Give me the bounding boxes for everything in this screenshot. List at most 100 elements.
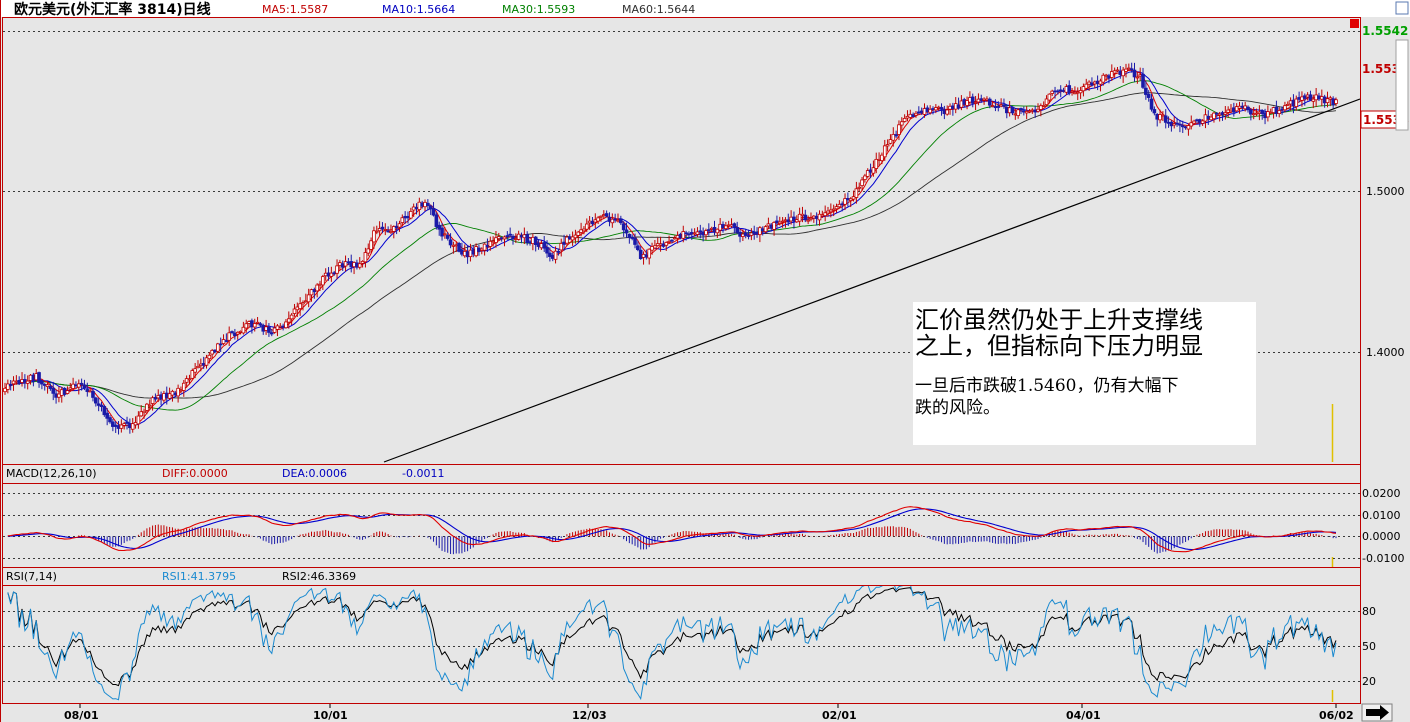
candle-body: [99, 404, 104, 407]
candle-body: [179, 389, 183, 392]
ma10-readout: MA10:1.5664: [382, 3, 455, 16]
candle-up: [1234, 103, 1239, 112]
candle-body: [372, 230, 376, 243]
candle-body: [315, 284, 319, 292]
candle-up: [315, 283, 319, 298]
candle-up: [1186, 123, 1191, 136]
candle-up: [1121, 67, 1125, 83]
candle-body: [880, 154, 884, 162]
candle-body: [164, 392, 169, 398]
candle-body: [508, 233, 512, 236]
close-icon[interactable]: [1395, 1, 1409, 15]
candle-body: [1240, 105, 1245, 108]
candle-up: [902, 114, 907, 123]
candle-body: [874, 158, 879, 169]
candle-up: [848, 197, 853, 208]
candle-body: [136, 415, 141, 425]
candle-body: [360, 260, 365, 264]
candle-body: [301, 302, 305, 305]
candle-down: [511, 234, 515, 245]
candle-body: [1039, 105, 1043, 110]
candle-body: [653, 245, 657, 249]
candle-body: [1053, 90, 1057, 93]
candle-body: [1075, 91, 1080, 94]
candle-up: [559, 238, 564, 257]
candle-body: [79, 382, 84, 385]
candle-body: [1019, 108, 1023, 111]
candle-body: [326, 272, 331, 277]
candle-body: [281, 325, 285, 328]
candle-body: [128, 423, 132, 429]
candle-body: [1308, 94, 1313, 101]
candle-down: [48, 383, 53, 391]
candle-body: [1266, 111, 1270, 118]
candle-body: [780, 220, 785, 223]
y-tick-1-4000: 1.4000: [1366, 346, 1405, 359]
candle-body: [868, 169, 873, 173]
candle-body: [854, 188, 859, 198]
candle-body: [968, 97, 972, 103]
candle-body: [979, 98, 984, 101]
candle-down: [746, 229, 751, 240]
candle-body: [786, 219, 791, 223]
candle-body: [1104, 74, 1108, 77]
candle-body: [548, 252, 552, 257]
candle-body: [224, 340, 229, 342]
candle-body: [448, 239, 453, 246]
candle-body: [885, 144, 890, 147]
candle-body: [1141, 73, 1145, 88]
candle-body: [644, 254, 649, 258]
candle-body: [922, 108, 927, 115]
candle-body: [227, 332, 231, 341]
rsi2-readout: RSI2:46.3369: [282, 570, 356, 583]
candle-up: [777, 216, 782, 226]
candle-body: [460, 249, 464, 255]
candle-body: [250, 320, 254, 328]
candle-body: [769, 224, 774, 229]
candle-up: [885, 139, 890, 152]
candle-body: [863, 175, 867, 180]
candle-body: [417, 201, 422, 210]
candle-body: [352, 262, 356, 268]
candle-up: [255, 317, 260, 325]
candle-up: [298, 297, 302, 316]
candle-body: [792, 216, 796, 222]
candle-body: [715, 228, 720, 234]
candle-body: [514, 238, 518, 240]
candle-up: [780, 217, 785, 228]
candle-body: [602, 214, 606, 217]
candle-up: [573, 229, 578, 244]
candle-body: [125, 421, 129, 424]
candle-body: [494, 237, 498, 243]
candle-up: [1200, 119, 1205, 126]
candle-up: [834, 203, 839, 213]
candle-body: [1186, 125, 1191, 130]
candle-body: [812, 215, 816, 219]
candle-body: [1271, 107, 1276, 114]
candle-body: [272, 327, 277, 333]
scroll-right-button[interactable]: [1361, 703, 1393, 722]
candle-body: [621, 223, 626, 231]
candle-body: [809, 217, 813, 220]
candle-body: [599, 215, 603, 218]
scrollbar-track[interactable]: [1395, 39, 1409, 131]
candle-body: [1002, 104, 1006, 107]
candle-body: [51, 387, 56, 394]
candlesticks: [3, 62, 1338, 435]
candle-down: [735, 221, 739, 234]
candle-body: [1246, 106, 1250, 111]
candle-body: [936, 106, 941, 109]
candle-up: [377, 221, 382, 237]
candle-down: [1067, 80, 1072, 96]
candle-body: [633, 237, 637, 245]
candle-body: [42, 384, 47, 386]
candle-body: [391, 226, 396, 232]
candle-body: [386, 230, 390, 233]
candle-body: [1243, 105, 1247, 110]
candle-down: [996, 101, 1001, 112]
candle-body: [1274, 106, 1279, 114]
candle-up: [286, 311, 291, 329]
candle-body: [329, 272, 334, 277]
candle-body: [803, 214, 808, 221]
candle-down: [707, 223, 711, 236]
